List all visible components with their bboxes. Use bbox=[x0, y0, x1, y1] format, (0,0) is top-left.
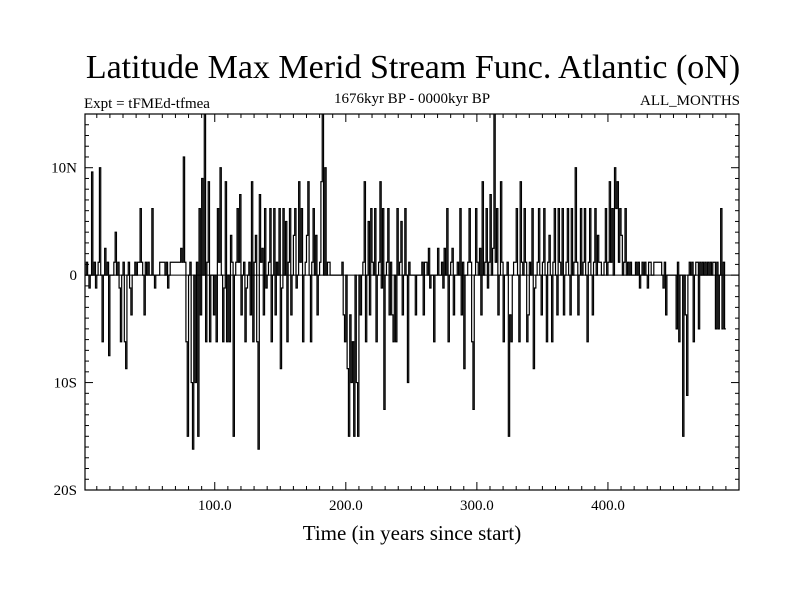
y-tick-label: 10N bbox=[51, 161, 77, 177]
season-label: ALL_MONTHS bbox=[640, 93, 740, 109]
plot-frame bbox=[84, 113, 740, 491]
x-tick-label: 200.0 bbox=[329, 498, 363, 514]
x-tick-label: 300.0 bbox=[460, 498, 494, 514]
experiment-label: Expt = tFMEd-tfmea bbox=[84, 96, 210, 112]
x-tick-label: 100.0 bbox=[198, 498, 232, 514]
x-tick-label: 400.0 bbox=[591, 498, 625, 514]
period-label: 1676kyr BP - 0000kyr BP bbox=[334, 91, 490, 107]
x-axis-title: Time (in years since start) bbox=[303, 521, 522, 545]
y-tick-label: 0 bbox=[70, 268, 78, 284]
y-tick-label: 10S bbox=[54, 376, 77, 392]
chart-title: Latitude Max Merid Stream Func. Atlantic… bbox=[86, 49, 740, 86]
y-tick-label: 20S bbox=[54, 483, 77, 499]
plot-area bbox=[85, 114, 739, 450]
y-axis: 10N 0 10S 20S bbox=[51, 124, 739, 499]
x-axis: 100.0 200.0 300.0 400.0 bbox=[96, 114, 727, 514]
series-line-max_latitude bbox=[85, 114, 726, 450]
